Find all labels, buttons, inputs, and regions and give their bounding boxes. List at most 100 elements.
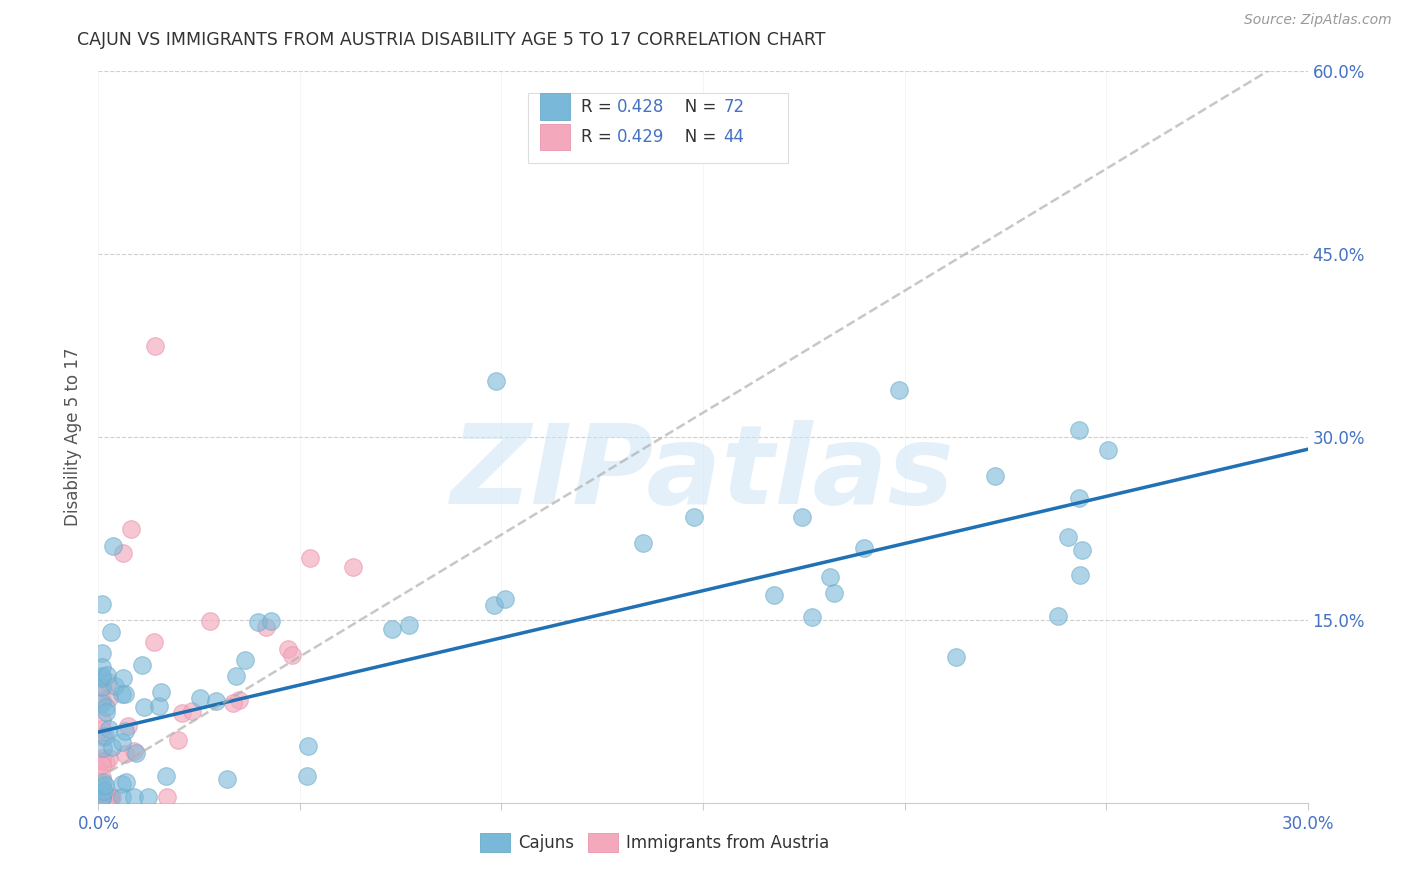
Point [138, 789, 160, 804]
FancyBboxPatch shape [540, 94, 569, 120]
Point [91, 789, 114, 804]
Point [97, 675, 120, 690]
Point [114, 687, 136, 701]
Point [96, 789, 118, 804]
Point [156, 789, 179, 804]
Point [398, 618, 420, 632]
Text: 0.429: 0.429 [617, 128, 665, 146]
Point [297, 739, 319, 753]
Point [100, 624, 122, 639]
Text: 0.428: 0.428 [617, 97, 665, 116]
Point [984, 469, 1007, 483]
Point [482, 598, 505, 612]
Point [1071, 543, 1094, 558]
Point [101, 789, 124, 804]
Point [1057, 530, 1080, 544]
Point [205, 693, 228, 707]
Point [631, 536, 654, 550]
Point [1067, 423, 1090, 437]
Point [381, 622, 404, 636]
Point [115, 775, 138, 789]
Text: ZIPatlas: ZIPatlas [451, 420, 955, 527]
Point [91, 669, 114, 683]
Point [94, 755, 117, 769]
Point [122, 789, 145, 804]
Point [125, 746, 148, 760]
Point [131, 657, 153, 672]
Point [91, 781, 114, 796]
Point [1047, 608, 1070, 623]
Point [91, 783, 114, 797]
Point [763, 588, 786, 602]
Point [167, 732, 190, 747]
Point [792, 509, 814, 524]
Text: R =: R = [581, 128, 617, 146]
Y-axis label: Disability Age 5 to 17: Disability Age 5 to 17 [65, 348, 83, 526]
Point [97, 789, 120, 804]
Point [91, 713, 114, 727]
Point [198, 614, 221, 628]
Point [111, 546, 134, 560]
Point [96, 705, 118, 719]
Point [91, 680, 114, 694]
Point [91, 758, 114, 772]
Point [852, 541, 875, 555]
Point [820, 570, 842, 584]
Point [110, 789, 132, 804]
Point [91, 730, 114, 744]
Point [181, 704, 204, 718]
Point [298, 550, 321, 565]
Point [91, 754, 114, 768]
Point [93, 783, 115, 797]
Point [114, 723, 136, 738]
Point [800, 610, 823, 624]
Point [98, 789, 121, 804]
Legend: Cajuns, Immigrants from Austria: Cajuns, Immigrants from Austria [471, 824, 838, 860]
Point [91, 723, 114, 737]
Point [132, 700, 155, 714]
Point [94, 700, 117, 714]
Point [1097, 443, 1119, 458]
Point [91, 770, 114, 784]
Point [91, 647, 114, 661]
Point [281, 648, 304, 662]
Point [117, 719, 139, 733]
Point [823, 585, 845, 599]
Point [91, 672, 114, 686]
Point [98, 690, 121, 705]
Point [150, 684, 173, 698]
Point [494, 591, 516, 606]
Point [91, 789, 114, 804]
Point [889, 383, 911, 397]
Point [111, 734, 134, 748]
FancyBboxPatch shape [540, 124, 569, 150]
Point [91, 659, 114, 673]
Point [94, 729, 117, 743]
Point [122, 744, 145, 758]
Point [143, 338, 166, 352]
Point [342, 559, 364, 574]
Point [1067, 491, 1090, 506]
Point [246, 615, 269, 630]
Point [1069, 567, 1091, 582]
Point [188, 691, 211, 706]
Point [703, 95, 725, 109]
Point [120, 521, 142, 535]
Point [91, 786, 114, 800]
Text: Source: ZipAtlas.com: Source: ZipAtlas.com [1244, 13, 1392, 28]
Text: 72: 72 [724, 97, 745, 116]
Point [114, 747, 136, 762]
Point [98, 789, 121, 804]
Point [112, 672, 135, 686]
Point [96, 667, 118, 681]
Text: N =: N = [669, 128, 721, 146]
Point [682, 509, 704, 524]
Point [94, 778, 117, 792]
Point [221, 696, 243, 710]
Text: CAJUN VS IMMIGRANTS FROM AUSTRIA DISABILITY AGE 5 TO 17 CORRELATION CHART: CAJUN VS IMMIGRANTS FROM AUSTRIA DISABIL… [77, 31, 825, 49]
Point [143, 635, 166, 649]
Text: 44: 44 [724, 128, 745, 146]
Point [104, 679, 127, 693]
Point [233, 653, 256, 667]
Point [111, 687, 134, 701]
